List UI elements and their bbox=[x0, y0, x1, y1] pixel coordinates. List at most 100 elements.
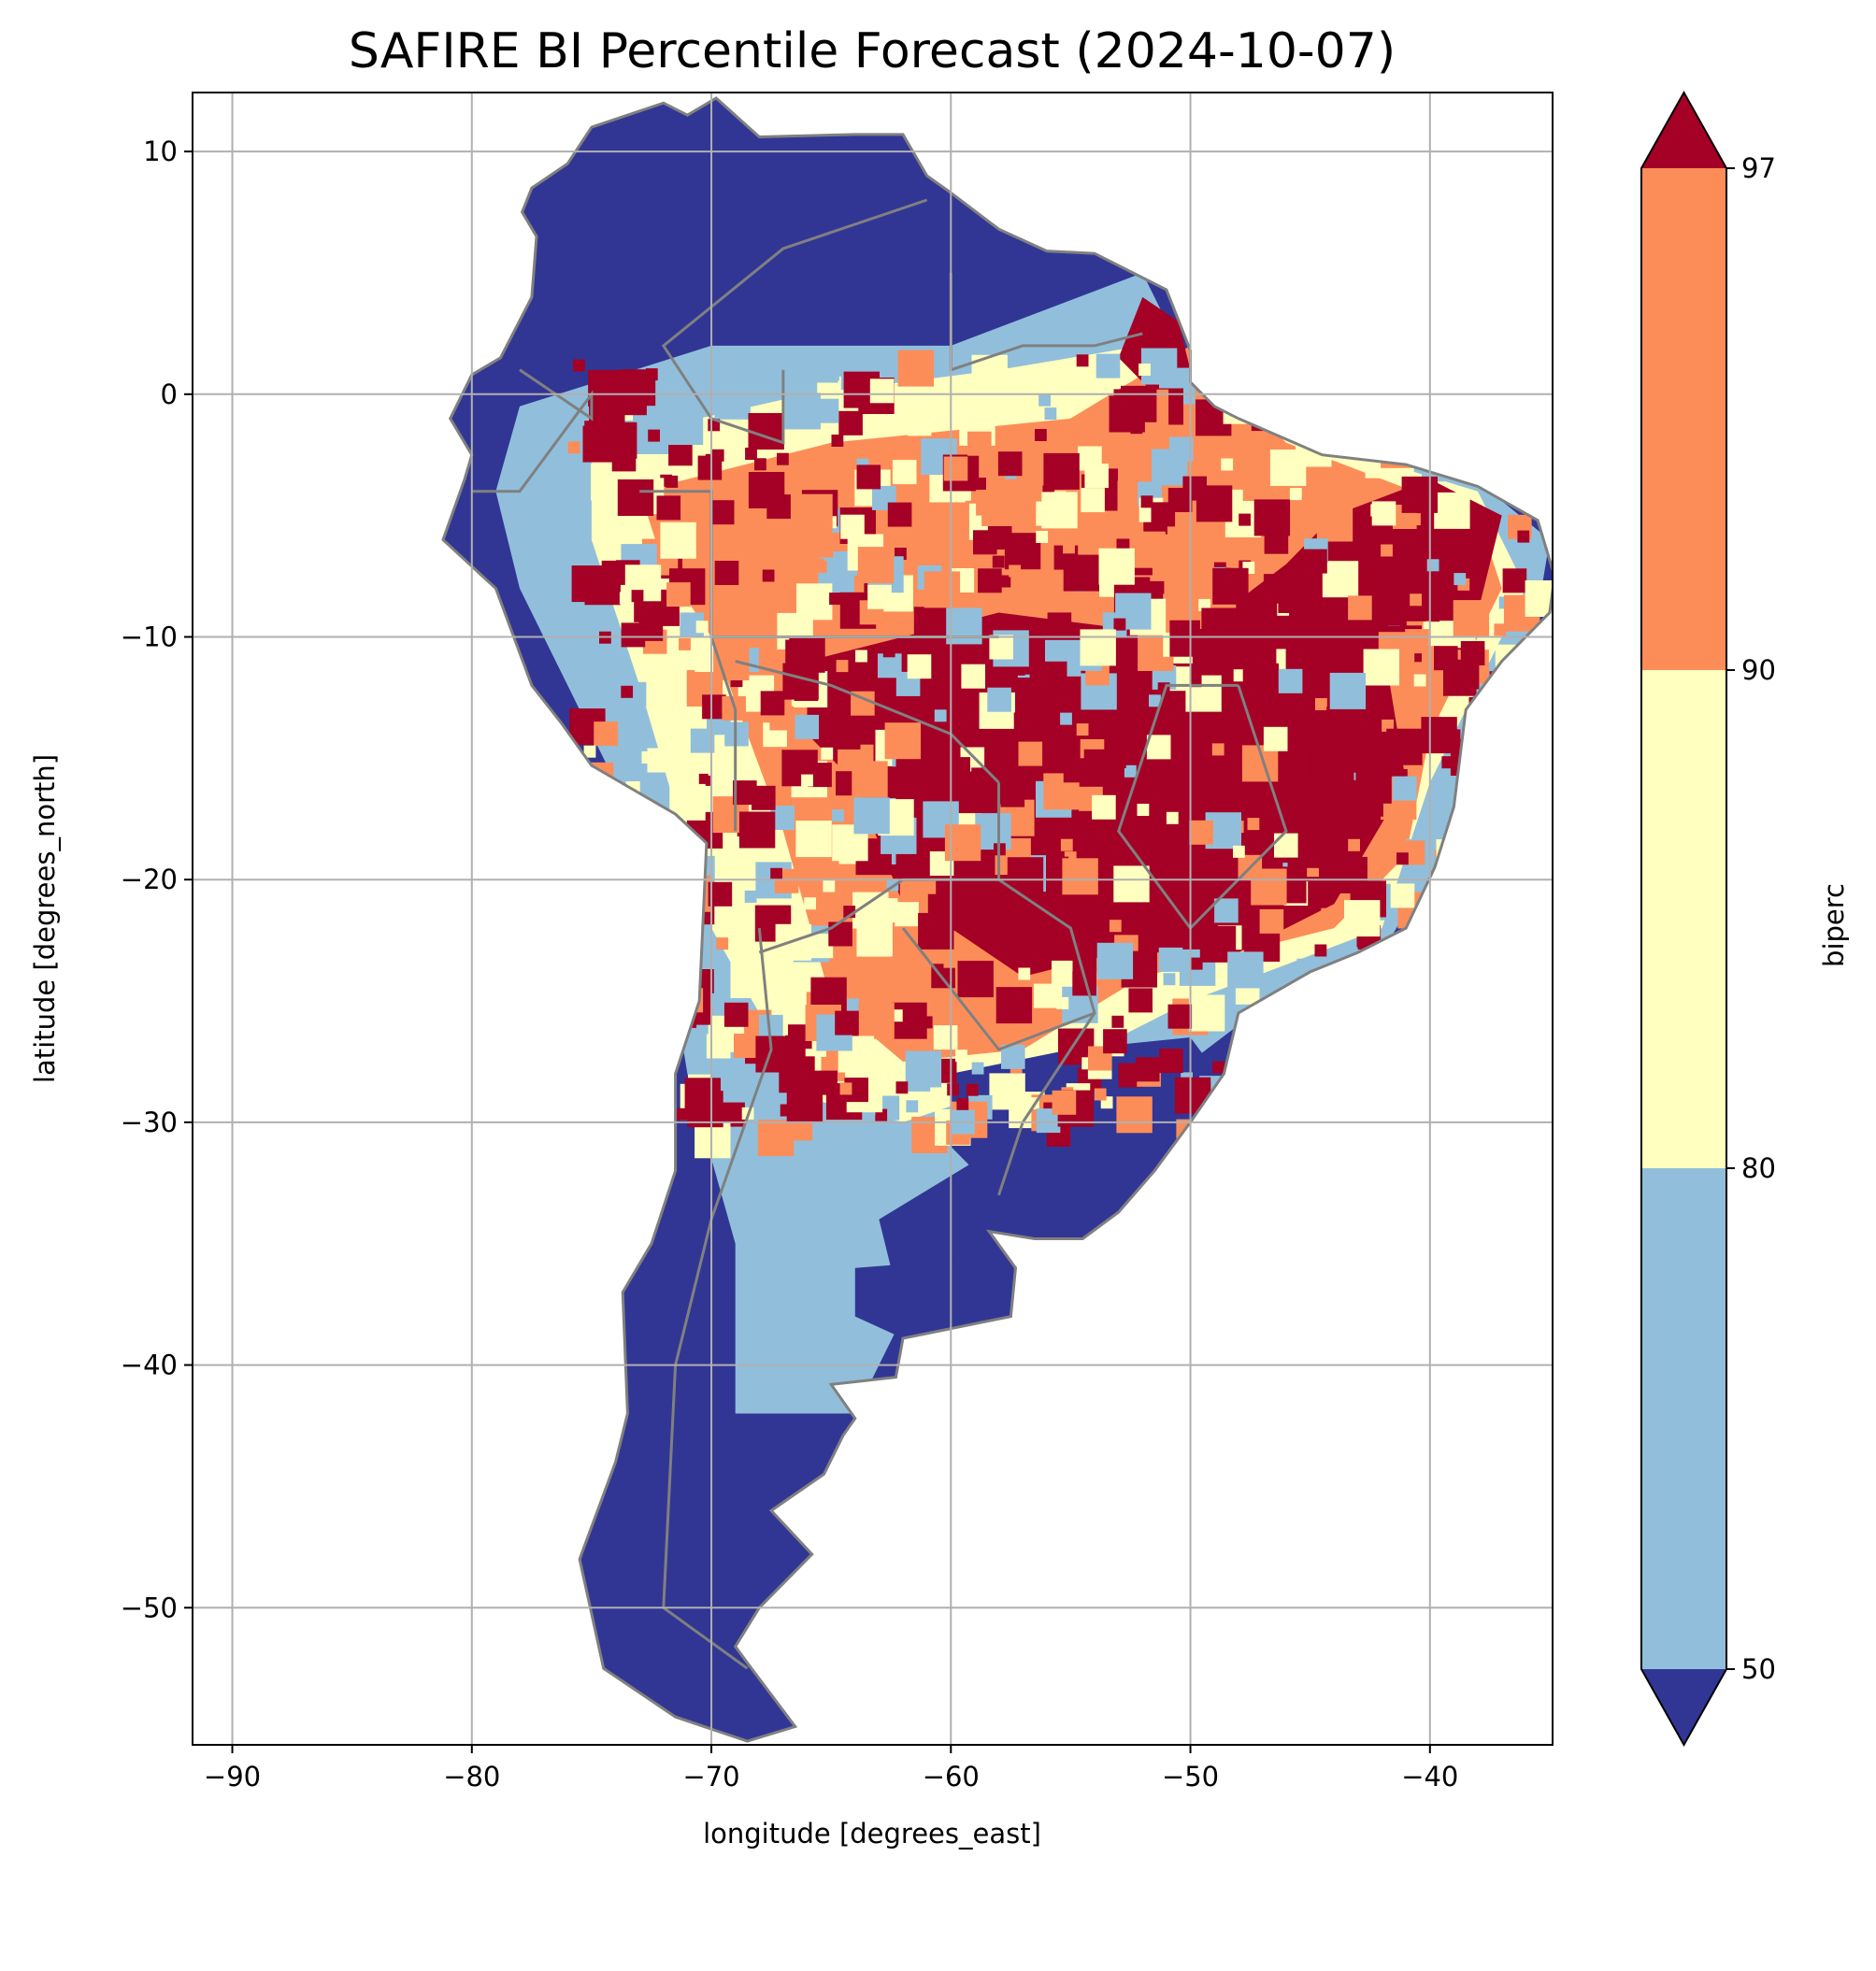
grid-cell bbox=[1410, 365, 1422, 378]
grid-cell bbox=[698, 773, 711, 786]
grid-cell bbox=[1274, 833, 1298, 858]
grid-cell bbox=[796, 493, 833, 531]
colorbar-extend-high bbox=[1641, 93, 1726, 168]
grid-cell bbox=[1056, 996, 1069, 1009]
grid-cell bbox=[1521, 911, 1553, 949]
grid-cell bbox=[920, 1016, 933, 1029]
grid-cell bbox=[1102, 382, 1115, 395]
grid-cell bbox=[1429, 348, 1441, 361]
grid-cell bbox=[1315, 698, 1327, 710]
grid-cell bbox=[1525, 668, 1537, 681]
grid-cell bbox=[1355, 995, 1368, 1008]
grid-cell bbox=[1499, 946, 1525, 971]
grid-cell bbox=[1219, 352, 1243, 378]
grid-cell bbox=[1396, 852, 1409, 865]
grid-cell bbox=[1413, 674, 1426, 687]
grid-cell bbox=[1525, 580, 1553, 617]
chart-title: SAFIRE BI Percentile Forecast (2024-10-0… bbox=[349, 23, 1396, 79]
grid-cell bbox=[610, 839, 623, 852]
grid-cell bbox=[1408, 996, 1444, 1034]
grid-cell bbox=[1502, 568, 1527, 593]
grid-cell bbox=[1460, 641, 1485, 665]
grid-cell bbox=[1458, 395, 1483, 421]
grid-cell bbox=[1339, 386, 1353, 399]
grid-cell bbox=[1287, 346, 1300, 359]
grid-cell bbox=[1462, 447, 1487, 472]
grid-cell bbox=[1278, 589, 1302, 613]
grid-cell bbox=[1046, 901, 1083, 938]
grid-cell bbox=[973, 530, 997, 555]
grid-cell bbox=[1282, 1086, 1319, 1123]
grid-cell bbox=[1497, 1013, 1533, 1050]
y-tick-label: −10 bbox=[121, 621, 178, 652]
grid-cell bbox=[1084, 464, 1109, 489]
region-below-50 bbox=[854, 1255, 1016, 1338]
grid-cell bbox=[582, 425, 619, 463]
grid-cell bbox=[1300, 1015, 1313, 1028]
grid-cell bbox=[1285, 985, 1322, 1022]
grid-cell bbox=[1491, 860, 1516, 885]
grid-cell bbox=[609, 1011, 647, 1049]
grid-cell bbox=[1169, 620, 1206, 657]
grid-cell bbox=[716, 937, 729, 950]
grid-cell bbox=[1448, 955, 1484, 993]
grid-cell bbox=[1525, 443, 1553, 480]
grid-cell bbox=[754, 458, 766, 471]
grid-cell bbox=[1190, 957, 1203, 970]
grid-cell bbox=[1189, 820, 1213, 845]
grid-cell bbox=[1201, 607, 1238, 645]
grid-cell bbox=[1447, 1064, 1483, 1101]
grid-cell bbox=[1109, 920, 1122, 933]
y-tick-label: −50 bbox=[121, 1592, 178, 1623]
grid-cell bbox=[1430, 957, 1468, 994]
grid-cell bbox=[633, 889, 658, 914]
grid-cell bbox=[955, 1050, 967, 1063]
grid-cell bbox=[1212, 1061, 1224, 1074]
grid-cell bbox=[595, 827, 621, 852]
grid-cell bbox=[697, 455, 723, 480]
grid-cell bbox=[1329, 672, 1367, 709]
grid-cell bbox=[1159, 1049, 1183, 1074]
grid-cell bbox=[745, 448, 757, 460]
grid-cell bbox=[1507, 772, 1519, 785]
grid-cell bbox=[1370, 1107, 1382, 1121]
grid-cell bbox=[1504, 762, 1540, 799]
grid-cell bbox=[1502, 695, 1526, 721]
grid-cell bbox=[1473, 978, 1511, 1016]
grid-cell bbox=[1315, 409, 1352, 447]
grid-cell bbox=[1452, 433, 1465, 446]
grid-cell bbox=[1296, 430, 1332, 467]
grid-cell bbox=[617, 822, 653, 860]
grid-cell bbox=[1421, 1075, 1445, 1100]
grid-cell bbox=[1355, 1113, 1381, 1138]
grid-cell bbox=[1426, 583, 1452, 608]
grid-cell bbox=[648, 907, 673, 932]
percentile-field bbox=[443, 98, 1553, 1742]
colorbar-segment bbox=[1641, 670, 1726, 1168]
x-tick-label: −90 bbox=[204, 1761, 261, 1792]
grid-cell bbox=[567, 441, 580, 454]
grid-cell bbox=[934, 757, 970, 794]
grid-cell bbox=[1460, 1029, 1497, 1066]
grid-cell bbox=[884, 722, 921, 760]
grid-cell bbox=[1348, 838, 1360, 851]
grid-cell bbox=[1137, 804, 1150, 816]
grid-cell bbox=[1370, 410, 1395, 436]
grid-cell bbox=[847, 998, 859, 1011]
grid-cell bbox=[1060, 838, 1073, 851]
grid-cell bbox=[710, 786, 723, 799]
grid-cell bbox=[575, 879, 611, 917]
grid-cell bbox=[895, 902, 919, 927]
grid-cell bbox=[623, 1064, 636, 1078]
grid-cell bbox=[933, 1025, 958, 1050]
grid-cell bbox=[1454, 573, 1467, 586]
grid-cell bbox=[827, 368, 839, 381]
grid-cell bbox=[1422, 980, 1435, 993]
grid-cell bbox=[594, 721, 618, 747]
grid-cell bbox=[1111, 1015, 1124, 1028]
grid-cell bbox=[1239, 513, 1251, 526]
grid-cell bbox=[1370, 504, 1383, 517]
grid-cell bbox=[1158, 947, 1183, 972]
grid-cell bbox=[680, 969, 693, 982]
grid-cell bbox=[1407, 965, 1420, 978]
